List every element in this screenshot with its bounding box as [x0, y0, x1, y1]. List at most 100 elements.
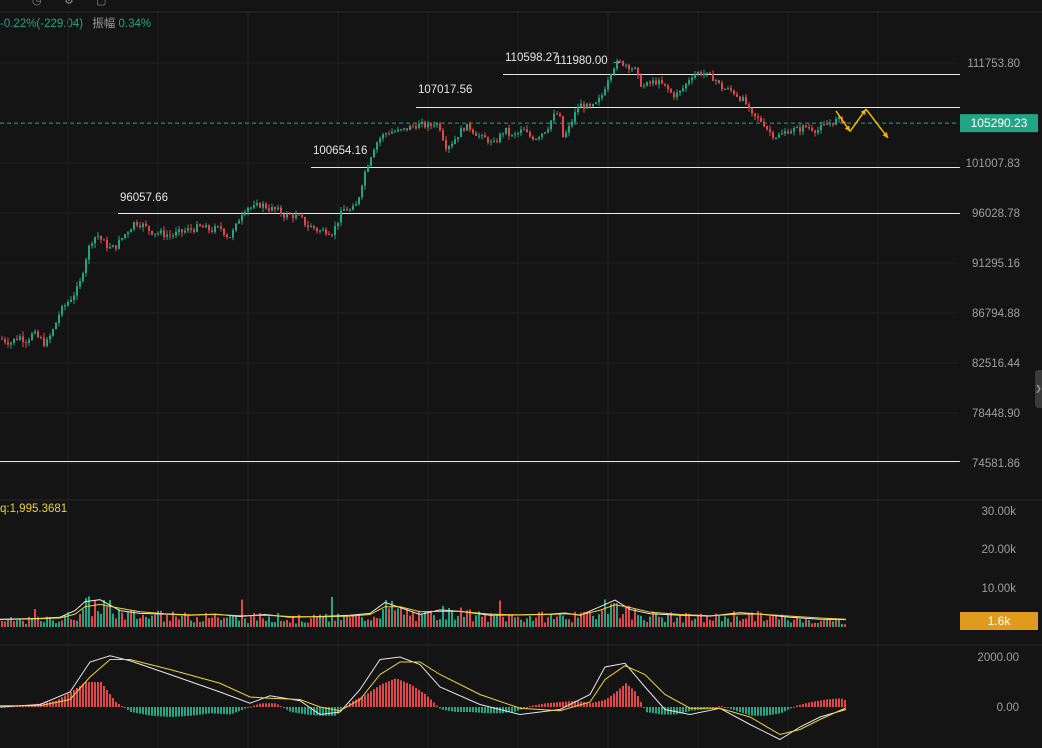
- macd-histogram-bar: [445, 707, 447, 711]
- clock-icon[interactable]: ◷: [32, 0, 42, 7]
- volume-bar: [268, 616, 270, 627]
- candle-body: [121, 237, 123, 240]
- volume-bar: [166, 614, 168, 627]
- volume-bar: [484, 614, 486, 627]
- candle-body: [304, 216, 306, 226]
- candle-body: [16, 338, 18, 340]
- volume-bar: [544, 622, 546, 627]
- volume-bar: [370, 620, 372, 627]
- candle-body: [760, 117, 762, 122]
- macd-histogram-bar: [316, 707, 318, 716]
- price-tick-label: 91295.16: [972, 258, 1020, 270]
- macd-histogram-bar: [238, 707, 240, 712]
- square-icon[interactable]: ▢: [96, 0, 107, 7]
- macd-histogram-bar: [340, 707, 342, 712]
- macd-histogram-bar: [478, 707, 480, 713]
- macd-histogram-bar: [691, 707, 693, 711]
- volume-bar: [490, 613, 492, 627]
- volume-bar: [595, 619, 597, 627]
- volume-bar: [688, 613, 690, 627]
- volume-bar: [466, 610, 468, 627]
- macd-histogram-bar: [289, 707, 291, 712]
- volume-bar: [532, 620, 534, 627]
- candle-body: [7, 342, 9, 345]
- candle-body: [268, 208, 270, 211]
- volume-bar: [388, 608, 390, 627]
- candle-body: [193, 229, 195, 232]
- volume-bar: [829, 619, 831, 627]
- volume-bar: [289, 622, 291, 627]
- candle-body: [394, 131, 396, 133]
- candle-body: [640, 75, 642, 87]
- volume-bar: [619, 618, 621, 627]
- level-label: 96057.66: [120, 192, 168, 204]
- volume-bar: [625, 606, 627, 627]
- candle-body: [439, 123, 441, 131]
- volume-bar: [148, 618, 150, 627]
- volume-bar: [832, 621, 834, 627]
- volume-bar: [181, 616, 183, 627]
- candle-body: [655, 80, 657, 85]
- volume-bar: [418, 610, 420, 627]
- candle-body: [70, 299, 72, 302]
- macd-histogram-bar: [673, 707, 675, 715]
- macd-histogram-bar: [679, 707, 681, 714]
- volume-bar: [430, 610, 432, 627]
- macd-histogram-bar: [838, 698, 840, 707]
- candle-body: [610, 74, 612, 81]
- candle-body: [844, 121, 846, 123]
- volume-bar: [274, 622, 276, 627]
- settings-icon[interactable]: ⚙: [64, 0, 74, 7]
- candle-body: [133, 222, 135, 230]
- candle-body: [307, 225, 309, 228]
- volume-bar: [475, 615, 477, 627]
- volume-bar: [703, 622, 705, 627]
- candle-body: [244, 211, 246, 215]
- macd-histogram-bar: [583, 702, 585, 707]
- candle-body: [724, 89, 726, 91]
- macd-histogram-bar: [400, 680, 402, 707]
- macd-histogram-bar: [715, 707, 717, 708]
- volume-bar: [271, 622, 273, 627]
- volume-bar: [799, 619, 801, 627]
- volume-bar: [457, 615, 459, 627]
- candle-body: [550, 120, 552, 130]
- candle-body: [799, 127, 801, 132]
- volume-bar: [535, 617, 537, 627]
- macd-histogram-bar: [658, 707, 660, 715]
- candle-body: [43, 337, 45, 347]
- macd-histogram-bar: [730, 707, 732, 710]
- macd-histogram-bar: [82, 684, 84, 707]
- volume-bar: [442, 605, 444, 627]
- volume-bar: [781, 614, 783, 627]
- volume-bar: [541, 611, 543, 627]
- macd-histogram-bar: [442, 707, 444, 710]
- macd-histogram-bar: [610, 695, 612, 707]
- candle-body: [766, 126, 768, 130]
- volume-bar: [682, 622, 684, 627]
- macd-histogram-bar: [637, 696, 639, 707]
- macd-histogram-bar: [589, 703, 591, 707]
- macd-histogram-bar: [388, 681, 390, 707]
- macd-histogram-bar: [277, 704, 279, 707]
- macd-tick-label: 2000.00: [977, 652, 1019, 664]
- volume-bar: [160, 610, 162, 627]
- candle-body: [649, 82, 651, 84]
- volume-bar: [52, 620, 54, 627]
- volume-bar: [316, 617, 318, 627]
- volume-bar: [700, 613, 702, 627]
- volume-bar: [223, 617, 225, 627]
- candle-body: [742, 97, 744, 101]
- candle-body: [622, 61, 624, 66]
- collapse-handle[interactable]: ❯: [1035, 370, 1042, 408]
- volume-ma-line: [0, 603, 847, 621]
- volume-bar: [448, 607, 450, 627]
- volume-bar: [121, 612, 123, 627]
- macd-histogram-bar: [529, 706, 531, 708]
- macd-histogram-bar: [355, 699, 357, 707]
- candle-body: [238, 220, 240, 224]
- candle-body: [829, 123, 831, 125]
- macd-histogram-bar: [160, 707, 162, 717]
- volume-bar: [343, 615, 345, 627]
